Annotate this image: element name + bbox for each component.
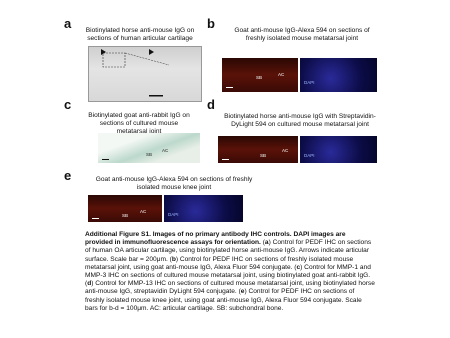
scale-bar: [226, 87, 233, 89]
caption-text: ) Control for MMP-13 IHC on sections of …: [85, 280, 375, 296]
image-label: DAPI: [168, 212, 179, 217]
panel-ref: e: [240, 288, 245, 296]
caption-text: ) Control for PEDF IHC on sections of hu…: [85, 239, 372, 263]
caption-text: ) Control for MMP-1 and MMP-3 IHC on sec…: [85, 263, 371, 288]
scale-bar: [222, 159, 229, 161]
panel-ref: d: [87, 280, 92, 288]
panel-ref: b: [171, 255, 176, 263]
caption-heading: Additional Figure S1. Images of no prima…: [85, 231, 346, 247]
image-label: SB: [122, 213, 129, 218]
panel-letter: a: [64, 16, 72, 31]
panel-letter: b: [207, 16, 215, 31]
micrograph: SB AC: [88, 195, 162, 222]
panel-title: Biotinylated goat anti-rabbit IgG on sec…: [88, 112, 190, 135]
image-label: SB: [260, 153, 267, 158]
scale-bar: [102, 159, 109, 161]
image-label: AC: [140, 209, 147, 214]
panel-title: Goat anti-mouse IgG-Alexa 594 on section…: [95, 176, 253, 191]
image-label: AC: [282, 148, 289, 153]
scale-bar: [92, 218, 99, 220]
micrograph: [88, 46, 202, 102]
panel-letter: e: [64, 168, 72, 183]
micrograph: SB AC: [218, 136, 298, 163]
micrograph: SB AC: [222, 58, 298, 92]
image-label: DAPI: [304, 153, 315, 158]
panel-letter: c: [64, 97, 72, 112]
micrograph: DAPI: [300, 136, 377, 163]
image-label: AC: [162, 148, 169, 153]
micrograph: DAPI: [164, 195, 243, 222]
panel-title: Biotinylated horse anti-mouse IgG with S…: [224, 113, 376, 128]
micrograph: DAPI: [300, 58, 377, 92]
panel-title: Goat anti-mouse IgG-Alexa 594 on section…: [234, 27, 370, 42]
panel-ref: a: [264, 239, 269, 247]
caption-text: ) Control for PEDF IHC on sections of fr…: [85, 255, 354, 271]
image-label: SB: [256, 75, 263, 80]
image-label: AC: [278, 72, 285, 77]
image-label: SB: [146, 152, 153, 157]
annotation: [101, 49, 170, 97]
micrograph: SB AC: [98, 133, 200, 163]
panel-ref: c: [296, 263, 301, 271]
panel-letter: d: [207, 97, 215, 112]
panel-title: Biotinylated horse anti-mouse IgG on sec…: [85, 27, 195, 42]
caption-text: (: [260, 239, 265, 247]
image-label: DAPI: [304, 80, 315, 85]
caption-text: ) Control for PEDF IHC on sections of fr…: [85, 288, 362, 312]
figure-caption: Additional Figure S1. Images of no prima…: [85, 231, 375, 313]
